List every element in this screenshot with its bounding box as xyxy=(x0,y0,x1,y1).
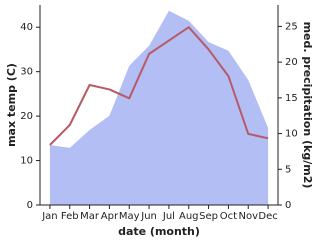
y-tick-label: 40 xyxy=(20,22,33,33)
x-axis-title: date (month) xyxy=(118,225,200,238)
y2-tick-label: 20 xyxy=(285,57,298,68)
x-tick-label: Nov xyxy=(238,211,258,222)
y-axis-title: max temp (C) xyxy=(5,63,18,147)
x-tick-label: Feb xyxy=(61,211,79,222)
x-tick-label: Sep xyxy=(199,211,218,222)
precipitation-area xyxy=(49,10,269,206)
y-tick-label: 20 xyxy=(20,111,33,122)
x-tick-label: May xyxy=(119,211,140,222)
y2-axis-title: med. precipitation (kg/m2) xyxy=(301,22,314,189)
y-tick-label: 0 xyxy=(27,200,33,211)
x-tick-label: Mar xyxy=(80,211,100,222)
temperature-line xyxy=(49,26,269,146)
x-tick-label: Jun xyxy=(140,211,157,222)
y2-tick-label: 25 xyxy=(285,21,298,32)
x-tick-label: Apr xyxy=(101,211,119,222)
y2-tick-label: 0 xyxy=(285,200,291,211)
x-tick-label: Jan xyxy=(41,211,57,222)
y2-tick-label: 10 xyxy=(285,129,298,140)
x-tick-label: Aug xyxy=(179,211,199,222)
y2-tick-label: 15 xyxy=(285,93,298,104)
x-tick-label: Jul xyxy=(162,211,175,222)
x-tick-label: Dec xyxy=(258,211,277,222)
y-tick-label: 10 xyxy=(20,156,33,167)
x-tick-label: Oct xyxy=(220,211,237,222)
y-tick-label: 30 xyxy=(20,67,33,78)
y2-tick-label: 5 xyxy=(285,164,291,175)
